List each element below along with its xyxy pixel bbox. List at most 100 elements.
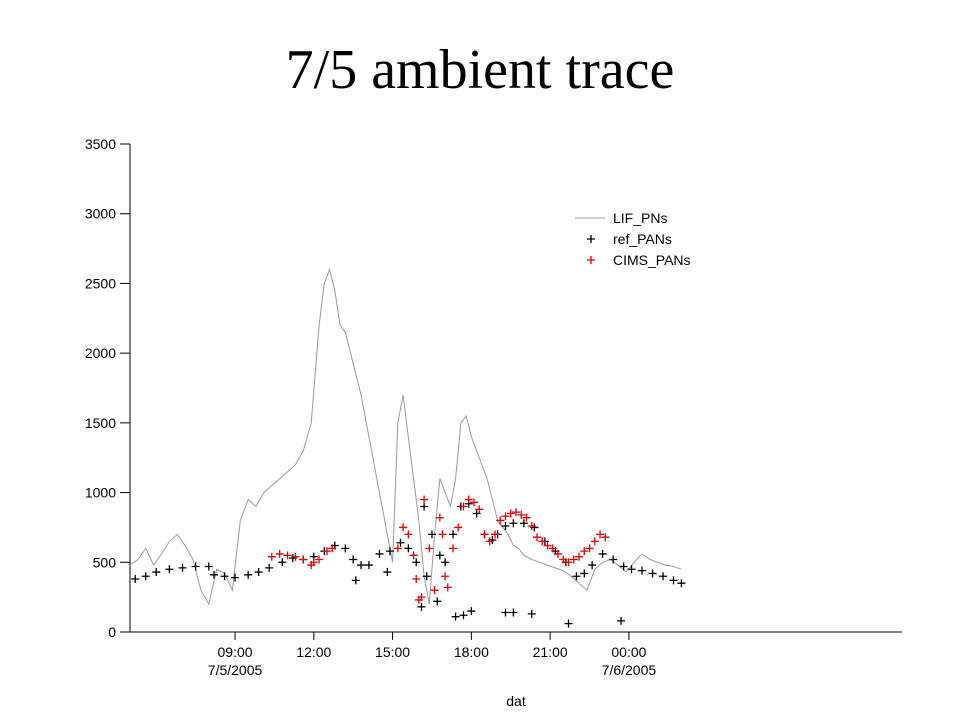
cims-pans-point	[569, 555, 578, 564]
ref-pans-point	[412, 558, 421, 567]
y-tick-label: 2000	[85, 345, 116, 361]
ref-pans-point	[451, 612, 460, 621]
ref-pans-point	[131, 575, 140, 584]
cims-pans-point	[322, 547, 331, 556]
cims-pans-point	[299, 555, 308, 564]
legend-label: ref_PANs	[613, 231, 672, 247]
cims-pans-point	[441, 572, 450, 581]
cims-pans-point	[485, 537, 494, 546]
cims-pans-point	[575, 552, 584, 561]
ref-pans-point	[422, 572, 431, 581]
ref-pans-point	[152, 568, 161, 577]
y-tick-label: 3500	[85, 136, 116, 152]
ref-pans-point	[648, 569, 657, 578]
ref-pans-point	[420, 502, 429, 511]
cims-pans-point	[464, 495, 473, 504]
cims-pans-point	[438, 530, 447, 539]
ref-pans-point	[659, 572, 668, 581]
ref-pans-point	[441, 558, 450, 567]
ref-pans-point	[231, 573, 240, 582]
ref-pans-point	[178, 563, 187, 572]
cims-pans-point	[393, 544, 402, 553]
x-tick-label: 15:00	[375, 644, 410, 660]
cims-pans-point	[522, 513, 531, 522]
ref-pans-point	[564, 619, 573, 628]
cims-pans-point	[517, 510, 526, 519]
cims-pans-point	[554, 549, 563, 558]
ref-pans-point	[278, 558, 287, 567]
ref-pans-point	[433, 597, 442, 606]
ref-pans-point	[364, 561, 373, 570]
y-tick-label: 2500	[85, 275, 116, 291]
cims-pans-point	[543, 541, 552, 550]
ref-pans-point	[598, 549, 607, 558]
y-tick-label: 3000	[85, 206, 116, 222]
ref-pans-point	[141, 572, 150, 581]
cims-pans-point	[501, 512, 510, 521]
cims-pans-point	[291, 552, 300, 561]
ref-pans-point	[627, 565, 636, 574]
cims-pans-point	[538, 537, 547, 546]
ref-pans-point	[349, 555, 358, 564]
x-tick-date: 7/5/2005	[208, 662, 263, 678]
cims-pans-point	[564, 558, 573, 567]
ref-pans-point	[265, 563, 274, 572]
ref-pans-point	[509, 519, 518, 528]
series-ref-pans	[131, 499, 686, 628]
ref-pans-point	[417, 602, 426, 611]
cims-pans-point	[559, 555, 568, 564]
cims-pans-point	[585, 544, 594, 553]
ref-pans-point	[501, 608, 510, 617]
ref-pans-point	[375, 549, 384, 558]
cims-pans-point	[328, 544, 337, 553]
cims-pans-point	[443, 583, 452, 592]
ref-pans-point	[617, 616, 626, 625]
slide-title: 7/5 ambient trace	[285, 39, 675, 101]
ref-pans-point	[638, 566, 647, 575]
cims-pans-point	[399, 523, 408, 532]
ref-pans-point	[357, 561, 366, 570]
cims-pans-point	[459, 502, 468, 511]
cims-pans-point	[469, 498, 478, 507]
y-tick-label: 500	[93, 554, 117, 570]
cims-pans-point	[475, 505, 484, 514]
ref-pans-point	[204, 562, 213, 571]
ref-pans-point	[383, 568, 392, 577]
ref-pans-point	[619, 562, 628, 571]
cims-pans-point	[527, 522, 536, 531]
legend-label: LIF_PNs	[613, 210, 667, 226]
cims-pans-point	[506, 509, 515, 518]
ref-pans-point	[519, 519, 528, 528]
ref-pans-point	[588, 561, 597, 570]
x-tick-label: 09:00	[218, 644, 253, 660]
cims-pans-point	[309, 558, 318, 567]
x-tick-label: 12:00	[296, 644, 331, 660]
ref-pans-point	[527, 609, 536, 618]
ref-pans-point	[677, 579, 686, 588]
cims-pans-point	[490, 530, 499, 539]
legend-label: CIMS_PANs	[613, 252, 691, 268]
cims-pans-point	[533, 533, 542, 542]
ref-pans-point	[427, 530, 436, 539]
cims-pans-point	[580, 547, 589, 556]
ref-pans-point	[501, 522, 510, 531]
cims-pans-point	[548, 544, 557, 553]
ref-pans-point	[572, 572, 581, 581]
ref-pans-point	[385, 547, 394, 556]
ref-pans-point	[459, 611, 468, 620]
ref-pans-point	[165, 565, 174, 574]
ref-pans-point	[341, 544, 350, 553]
cims-pans-point	[435, 513, 444, 522]
ref-pans-point	[396, 538, 405, 547]
cims-pans-point	[480, 530, 489, 539]
ref-pans-point	[509, 608, 518, 617]
cims-pans-point	[420, 495, 429, 504]
cims-pans-point	[596, 530, 605, 539]
cims-pans-point	[512, 508, 520, 517]
ref-pans-point	[669, 576, 678, 585]
ref-pans-point	[467, 607, 476, 616]
ref-pans-point	[404, 544, 413, 553]
cims-pans-point	[404, 530, 413, 539]
x-axis-label: dat	[506, 693, 526, 709]
